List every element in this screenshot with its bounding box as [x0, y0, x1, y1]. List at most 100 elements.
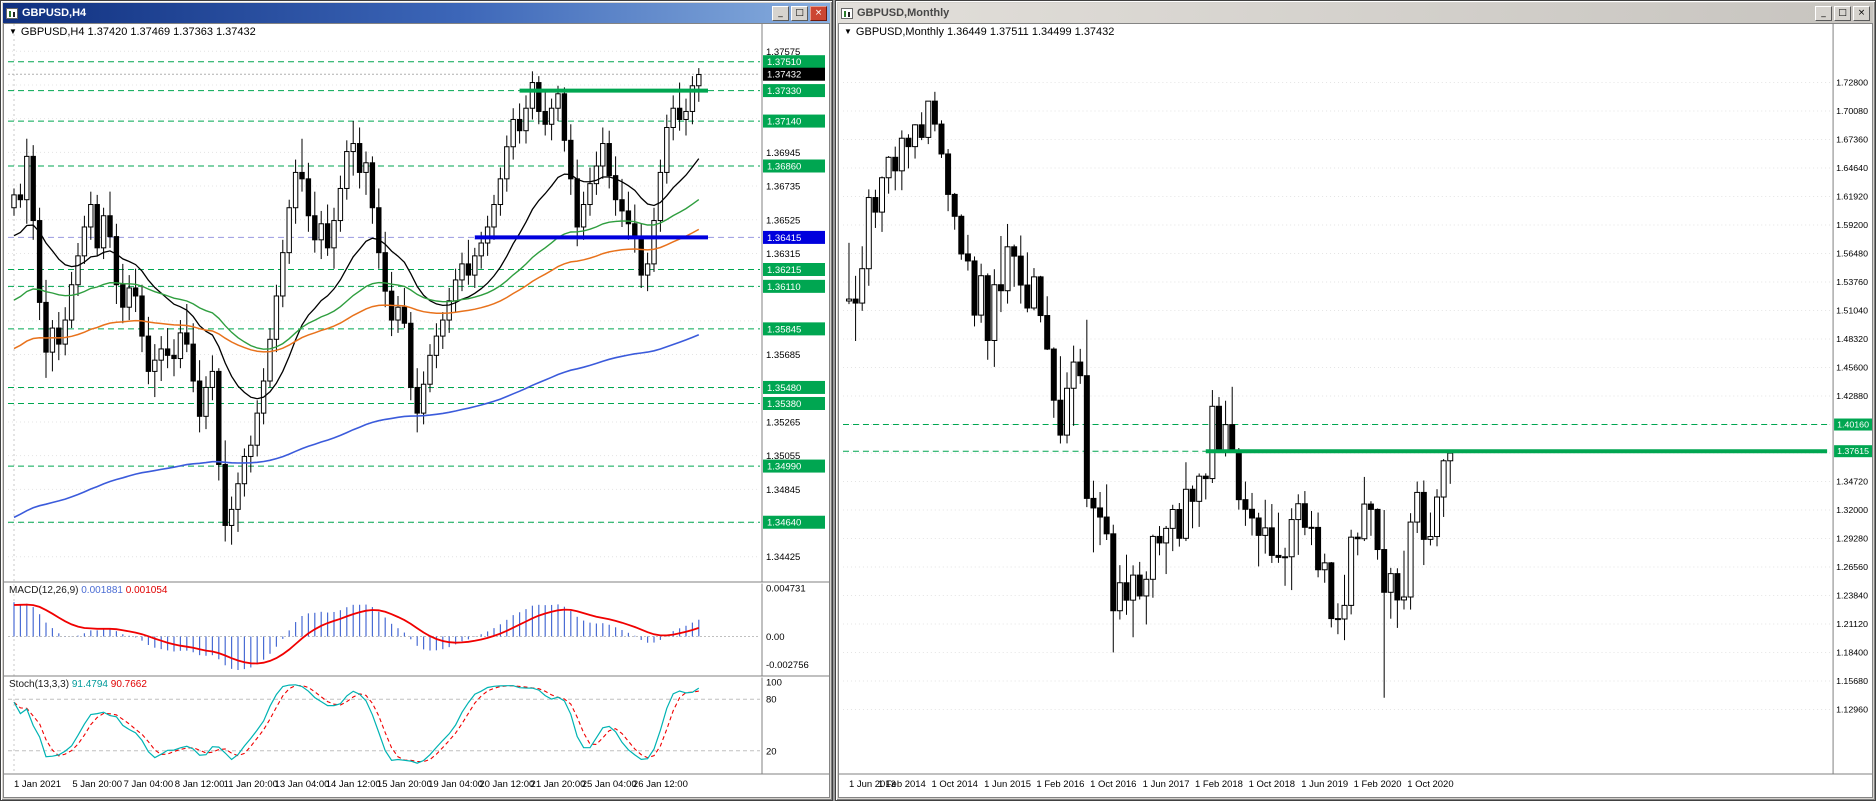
- svg-text:1.34845: 1.34845: [766, 485, 800, 496]
- minimize-icon: _: [1821, 7, 1826, 18]
- svg-text:20 Jan 12:00: 20 Jan 12:00: [479, 779, 534, 790]
- svg-text:1.36110: 1.36110: [767, 282, 801, 293]
- svg-text:15 Jan 20:00: 15 Jan 20:00: [377, 779, 432, 790]
- monthly-chart-svg[interactable]: 1.72800 1.70080 1.67360 1.64640 1.61920 1.592…: [839, 24, 1872, 797]
- svg-text:1 Jun 2019: 1 Jun 2019: [1301, 779, 1348, 790]
- svg-text:21 Jan 20:00: 21 Jan 20:00: [531, 779, 586, 790]
- svg-text:14 Jan 12:00: 14 Jan 12:00: [326, 779, 381, 790]
- svg-text:1.37330: 1.37330: [767, 86, 801, 97]
- chart-window-gbpusd-h4: GBPUSD,H4 _ □ × 1.37575 1.36945 1.36735 1.3…: [0, 0, 833, 801]
- svg-text:1.48320: 1.48320: [1836, 334, 1868, 344]
- candles: [11, 68, 702, 545]
- window-titlebar-monthly[interactable]: GBPUSD,Monthly _ □ ×: [838, 3, 1873, 23]
- minimize-button[interactable]: _: [1815, 5, 1832, 21]
- stoch-label: Stoch(13,3,3) 91.4794 90.7662: [9, 679, 147, 690]
- svg-text:0.004731: 0.004731: [766, 584, 806, 595]
- stoch-signal-value: 90.7662: [110, 679, 147, 690]
- svg-text:1 Oct 2016: 1 Oct 2016: [1090, 779, 1136, 790]
- svg-text:11 Jan 20:00: 11 Jan 20:00: [224, 779, 278, 790]
- svg-text:1.36415: 1.36415: [767, 233, 801, 244]
- window-title: GBPUSD,H4: [22, 7, 87, 19]
- svg-text:1.37432: 1.37432: [767, 70, 801, 81]
- horizontal-levels: [8, 61, 760, 523]
- svg-text:1.67360: 1.67360: [1836, 134, 1868, 144]
- svg-text:20: 20: [766, 746, 777, 757]
- svg-text:80: 80: [766, 695, 777, 706]
- svg-text:26 Jan 12:00: 26 Jan 12:00: [633, 779, 688, 790]
- svg-text:1.34990: 1.34990: [767, 462, 801, 473]
- window-controls: _ □ ×: [772, 5, 827, 21]
- svg-text:1.35055: 1.35055: [766, 451, 800, 462]
- svg-text:1 Feb 2016: 1 Feb 2016: [1036, 779, 1084, 790]
- maximize-icon: □: [1838, 7, 1847, 18]
- ohlc-text: GBPUSD,Monthly 1.36449 1.37511 1.34499 1…: [855, 26, 1115, 38]
- svg-text:1.36315: 1.36315: [766, 249, 800, 260]
- svg-text:1.35480: 1.35480: [767, 383, 801, 394]
- svg-text:1.34640: 1.34640: [767, 518, 801, 529]
- chart-area-monthly[interactable]: 1.72800 1.70080 1.67360 1.64640 1.61920 1.592…: [838, 23, 1873, 798]
- price-axis: 1.37575 1.36945 1.36735 1.36525 1.36315 1.356…: [761, 24, 825, 774]
- minimize-button[interactable]: _: [772, 5, 789, 21]
- macd-title: MACD(12,26,9): [9, 585, 79, 596]
- svg-text:1.40160: 1.40160: [1837, 420, 1869, 430]
- symbol-marker-icon: ▼: [844, 27, 852, 36]
- svg-text:100: 100: [766, 678, 782, 689]
- svg-text:1.37615: 1.37615: [1837, 446, 1869, 456]
- svg-text:1.72800: 1.72800: [1836, 77, 1868, 87]
- h4-chart-svg[interactable]: 1.37575 1.36945 1.36735 1.36525 1.36315 1.356…: [4, 24, 829, 797]
- svg-text:1 Jun 2017: 1 Jun 2017: [1143, 779, 1190, 790]
- symbol-marker-icon: ▼: [9, 27, 17, 36]
- svg-text:19 Jan 04:00: 19 Jan 04:00: [428, 779, 483, 790]
- window-title: GBPUSD,Monthly: [857, 7, 950, 19]
- close-icon: ×: [1857, 7, 1866, 18]
- svg-text:1.23840: 1.23840: [1836, 591, 1868, 601]
- svg-text:1.37575: 1.37575: [766, 47, 800, 58]
- svg-text:25 Jan 04:00: 25 Jan 04:00: [582, 779, 637, 790]
- svg-text:1.42880: 1.42880: [1836, 391, 1868, 401]
- maximize-button[interactable]: □: [1834, 5, 1851, 21]
- svg-text:7 Jan 04:00: 7 Jan 04:00: [124, 779, 174, 790]
- svg-text:13 Jan 04:00: 13 Jan 04:00: [275, 779, 330, 790]
- svg-text:1.36735: 1.36735: [766, 182, 800, 193]
- window-controls: _ □ ×: [1815, 5, 1870, 21]
- svg-text:1.26560: 1.26560: [1836, 562, 1868, 572]
- svg-text:1.37510: 1.37510: [767, 57, 801, 68]
- ohlc-readout-monthly: ▼ GBPUSD,Monthly 1.36449 1.37511 1.34499…: [844, 26, 1114, 38]
- ma-slow-blue: [13, 334, 700, 519]
- svg-text:1.15680: 1.15680: [1836, 676, 1868, 686]
- chart-area-h4[interactable]: 1.37575 1.36945 1.36735 1.36525 1.36315 1.356…: [3, 23, 830, 798]
- svg-text:1 Feb 2018: 1 Feb 2018: [1195, 779, 1243, 790]
- close-button[interactable]: ×: [1853, 5, 1870, 21]
- svg-text:1 Jan 2021: 1 Jan 2021: [14, 779, 61, 790]
- macd-value: 0.001881: [81, 585, 123, 596]
- svg-text:1.29280: 1.29280: [1836, 534, 1868, 544]
- macd-signal-value: 0.001054: [125, 585, 168, 596]
- svg-text:1.45600: 1.45600: [1836, 363, 1868, 373]
- svg-text:1 Feb 2020: 1 Feb 2020: [1354, 779, 1402, 790]
- svg-text:1.36945: 1.36945: [766, 148, 800, 159]
- close-button[interactable]: ×: [810, 5, 827, 21]
- price-grid: [842, 81, 1832, 711]
- horizontal-levels: [842, 424, 1832, 452]
- svg-text:1.35380: 1.35380: [767, 399, 801, 410]
- stoch-value: 91.4794: [71, 679, 108, 690]
- svg-text:1.51040: 1.51040: [1836, 306, 1868, 316]
- window-titlebar-h4[interactable]: GBPUSD,H4 _ □ ×: [3, 3, 830, 23]
- price-grid: [8, 24, 760, 774]
- ma-fast-black: [13, 158, 700, 400]
- time-axis: 1 Jan 2021 5 Jan 20:00 7 Jan 04:00 8 Jan 12…: [14, 779, 688, 790]
- svg-text:1.64640: 1.64640: [1836, 163, 1868, 173]
- svg-text:1.32000: 1.32000: [1836, 505, 1868, 515]
- svg-text:1.35845: 1.35845: [767, 324, 801, 335]
- svg-text:1.34720: 1.34720: [1836, 477, 1868, 487]
- moving-averages: [13, 158, 700, 519]
- svg-text:1.53760: 1.53760: [1836, 277, 1868, 287]
- svg-text:5 Jan 20:00: 5 Jan 20:00: [72, 779, 122, 790]
- restore-button[interactable]: □: [791, 5, 808, 21]
- svg-text:1.56480: 1.56480: [1836, 248, 1868, 258]
- ma-green: [13, 199, 700, 350]
- svg-text:1 Oct 2014: 1 Oct 2014: [932, 779, 978, 790]
- svg-text:1.36215: 1.36215: [767, 265, 801, 276]
